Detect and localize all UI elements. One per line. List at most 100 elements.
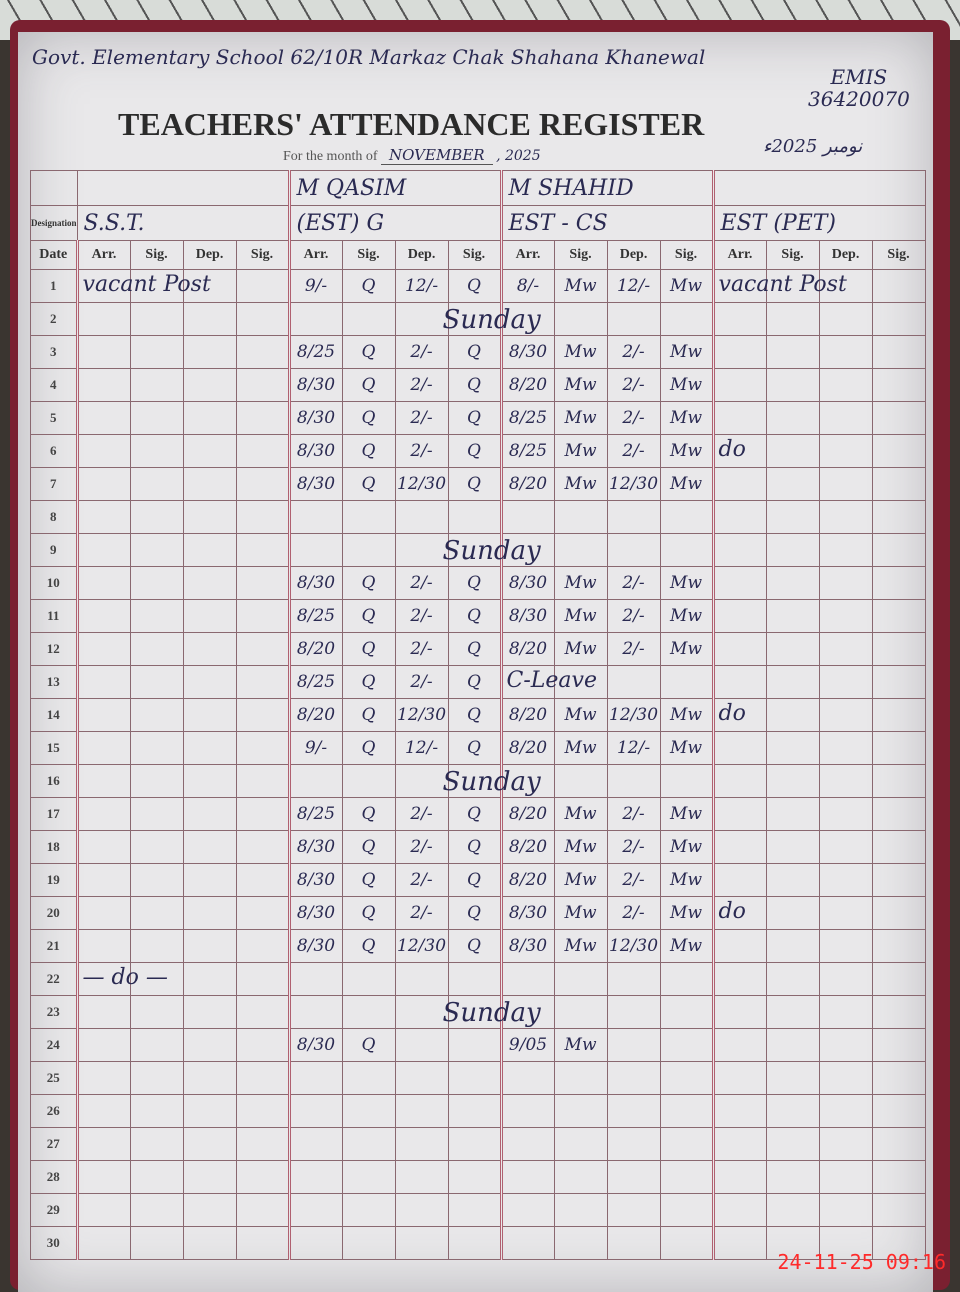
pet-sig-cell[interactable] — [871, 302, 926, 336]
shahid-sig-cell[interactable]: Mw — [659, 434, 714, 468]
qasim-arr-cell[interactable]: 8/30 — [287, 368, 343, 402]
qasim-dep-cell[interactable]: 12/30 — [394, 929, 449, 963]
qasim-sig-cell[interactable] — [341, 995, 396, 1029]
qasim-arr-cell[interactable]: 8/30 — [287, 467, 343, 501]
qasim-dep-cell[interactable]: 2/- — [394, 830, 449, 864]
pet-arr-cell[interactable] — [711, 1127, 767, 1161]
qasim-dep-cell[interactable] — [394, 1160, 449, 1194]
sst-sig-cell[interactable] — [129, 1160, 184, 1194]
shahid-arr-cell[interactable] — [499, 1061, 555, 1095]
pet-dep-cell[interactable] — [818, 1193, 873, 1227]
qasim-sig-cell[interactable] — [447, 1061, 502, 1095]
qasim-arr-cell[interactable]: 8/30 — [287, 434, 343, 468]
sst-arr-cell[interactable] — [75, 1193, 131, 1227]
shahid-sig-cell[interactable] — [553, 1127, 608, 1161]
sst-dep-cell[interactable] — [182, 566, 237, 600]
qasim-dep-cell[interactable] — [394, 1061, 449, 1095]
pet-sig-cell[interactable] — [871, 500, 926, 534]
sst-arr-cell[interactable] — [75, 1160, 131, 1194]
sst-dep-cell[interactable] — [182, 698, 237, 732]
pet-sig-cell[interactable] — [871, 797, 926, 831]
qasim-sig-cell[interactable] — [447, 533, 502, 567]
pet-sig-cell[interactable] — [871, 863, 926, 897]
sst-sig-cell[interactable] — [235, 1061, 290, 1095]
shahid-sig-cell[interactable]: Mw — [659, 731, 714, 765]
sst-arr-cell[interactable]: — do — — [75, 962, 168, 996]
qasim-sig-cell[interactable] — [341, 1160, 396, 1194]
pet-sig-cell[interactable] — [765, 599, 820, 633]
pet-arr-cell[interactable]: do — [711, 434, 767, 468]
qasim-arr-cell[interactable] — [287, 995, 343, 1029]
qasim-dep-cell[interactable]: 12/30 — [394, 467, 449, 501]
pet-dep-cell[interactable] — [818, 335, 873, 369]
qasim-sig-cell[interactable] — [341, 962, 396, 996]
pet-dep-cell[interactable] — [818, 698, 873, 732]
pet-sig-cell[interactable] — [765, 1226, 820, 1260]
qasim-sig-cell[interactable]: Q — [341, 467, 396, 501]
qasim-arr-cell[interactable] — [287, 302, 343, 336]
qasim-arr-cell[interactable] — [287, 764, 343, 798]
pet-sig-cell[interactable] — [765, 830, 820, 864]
shahid-sig-cell[interactable] — [659, 764, 714, 798]
shahid-sig-cell[interactable] — [659, 1127, 714, 1161]
qasim-sig-cell[interactable]: Q — [447, 632, 502, 666]
pet-sig-cell[interactable] — [765, 896, 820, 930]
shahid-arr-cell[interactable] — [499, 1160, 555, 1194]
pet-arr-cell[interactable] — [711, 1028, 767, 1062]
shahid-sig-cell[interactable]: Mw — [659, 599, 714, 633]
shahid-sig-cell[interactable]: Mw — [553, 698, 608, 732]
pet-dep-cell[interactable] — [818, 269, 873, 303]
shahid-sig-cell[interactable] — [553, 995, 608, 1029]
pet-sig-cell[interactable] — [765, 797, 820, 831]
sst-sig-cell[interactable] — [129, 632, 184, 666]
shahid-dep-cell[interactable] — [606, 302, 661, 336]
shahid-dep-cell[interactable] — [606, 1094, 661, 1128]
shahid-sig-cell[interactable]: Mw — [659, 830, 714, 864]
qasim-arr-cell[interactable]: 8/30 — [287, 863, 343, 897]
pet-sig-cell[interactable] — [871, 335, 926, 369]
qasim-sig-cell[interactable]: Q — [341, 929, 396, 963]
qasim-dep-cell[interactable]: 2/- — [394, 566, 449, 600]
qasim-sig-cell[interactable] — [447, 1028, 502, 1062]
shahid-arr-cell[interactable]: 9/05 — [499, 1028, 555, 1062]
pet-sig-cell[interactable] — [765, 401, 820, 435]
shahid-arr-cell[interactable]: 8/- — [499, 269, 555, 303]
sst-sig-cell[interactable] — [129, 1193, 184, 1227]
pet-sig-cell[interactable] — [765, 1061, 820, 1095]
shahid-dep-cell[interactable] — [606, 995, 661, 1029]
qasim-sig-cell[interactable]: Q — [447, 929, 502, 963]
sst-sig-cell[interactable] — [129, 1127, 184, 1161]
shahid-arr-cell[interactable] — [499, 962, 555, 996]
qasim-arr-cell[interactable]: 8/20 — [287, 632, 343, 666]
shahid-dep-cell[interactable] — [606, 665, 661, 699]
sst-sig-cell[interactable] — [235, 962, 290, 996]
sst-dep-cell[interactable] — [182, 1127, 237, 1161]
pet-arr-cell[interactable] — [711, 1061, 767, 1095]
pet-sig-cell[interactable] — [765, 632, 820, 666]
sst-sig-cell[interactable] — [129, 434, 184, 468]
qasim-sig-cell[interactable] — [447, 1127, 502, 1161]
pet-dep-cell[interactable] — [818, 764, 873, 798]
sst-dep-cell[interactable] — [182, 1094, 237, 1128]
pet-sig-cell[interactable] — [871, 467, 926, 501]
pet-dep-cell[interactable] — [818, 665, 873, 699]
sst-dep-cell[interactable] — [182, 1160, 237, 1194]
pet-sig-cell[interactable] — [871, 1226, 926, 1260]
pet-sig-cell[interactable] — [765, 302, 820, 336]
qasim-sig-cell[interactable]: Q — [341, 665, 396, 699]
shahid-sig-cell[interactable]: Mw — [659, 566, 714, 600]
shahid-dep-cell[interactable]: 12/30 — [606, 467, 661, 501]
qasim-sig-cell[interactable]: Q — [447, 830, 502, 864]
sst-sig-cell[interactable] — [129, 863, 184, 897]
qasim-arr-cell[interactable]: 8/30 — [287, 566, 343, 600]
sst-sig-cell[interactable] — [129, 995, 184, 1029]
shahid-dep-cell[interactable] — [606, 1193, 661, 1227]
qasim-arr-cell[interactable] — [287, 962, 343, 996]
qasim-sig-cell[interactable] — [447, 962, 502, 996]
sst-sig-cell[interactable] — [129, 533, 184, 567]
pet-dep-cell[interactable] — [818, 1127, 873, 1161]
pet-arr-cell[interactable] — [711, 1160, 767, 1194]
sst-arr-cell[interactable] — [75, 533, 131, 567]
qasim-dep-cell[interactable]: 2/- — [394, 632, 449, 666]
shahid-sig-cell[interactable]: Mw — [553, 830, 608, 864]
